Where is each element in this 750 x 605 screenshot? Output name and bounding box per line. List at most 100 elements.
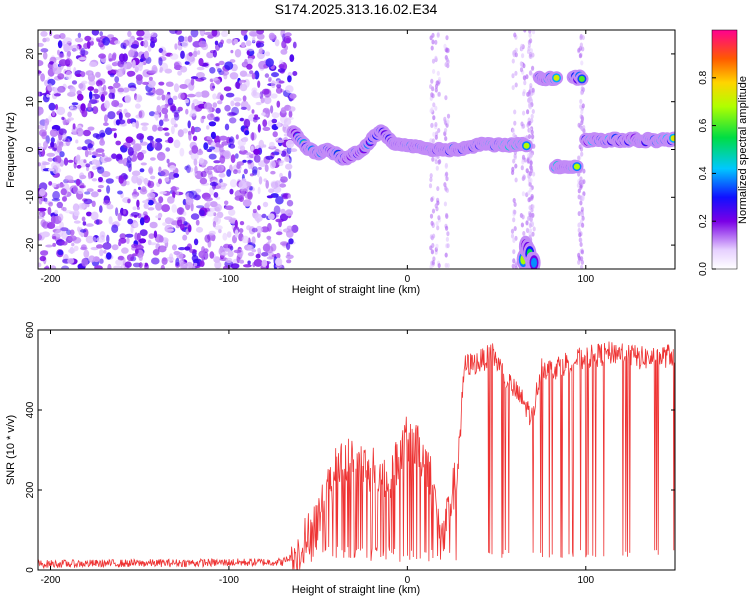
noise-blob xyxy=(136,133,145,140)
noise-blob xyxy=(108,92,115,99)
noise-blob xyxy=(38,162,41,167)
streak-blob xyxy=(580,120,584,126)
noise-blob xyxy=(269,160,276,169)
noise-blob xyxy=(127,218,134,225)
y-tick-label: 600 xyxy=(25,321,36,338)
streak-blob xyxy=(580,256,584,262)
noise-blob xyxy=(223,150,231,160)
streak-blob xyxy=(514,70,518,76)
noise-blob xyxy=(164,132,170,137)
noise-blob xyxy=(86,211,92,217)
noise-blob xyxy=(99,249,104,257)
streak-blob xyxy=(528,181,532,187)
noise-blob xyxy=(206,200,211,205)
noise-blob xyxy=(38,207,47,212)
noise-blob xyxy=(95,80,103,87)
noise-blob xyxy=(195,188,202,193)
noise-blob xyxy=(199,177,208,185)
noise-blob xyxy=(44,122,48,131)
noise-blob xyxy=(78,83,84,89)
noise-blob xyxy=(87,102,92,111)
noise-blob xyxy=(135,120,140,129)
noise-blob xyxy=(267,213,275,220)
streak-blob xyxy=(580,151,584,157)
noise-blob xyxy=(147,192,156,199)
noise-blob xyxy=(214,135,221,144)
streak-blob xyxy=(512,258,516,264)
streak-blob xyxy=(436,70,440,76)
noise-blob xyxy=(254,70,260,80)
streak-blob xyxy=(512,249,516,255)
streak-blob xyxy=(511,73,515,79)
noise-blob xyxy=(77,32,82,38)
noise-blob xyxy=(38,42,44,47)
noise-blob xyxy=(239,259,245,264)
noise-blob xyxy=(196,128,201,132)
noise-blob xyxy=(95,148,105,153)
noise-blob xyxy=(83,159,87,164)
noise-blob xyxy=(180,50,185,59)
noise-blob xyxy=(134,232,139,241)
noise-blob xyxy=(108,58,114,62)
noise-blob xyxy=(117,212,122,222)
noise-blob xyxy=(224,123,230,131)
noise-blob xyxy=(160,264,165,269)
streak-blob xyxy=(511,50,516,56)
noise-blob xyxy=(128,49,135,58)
noise-blob xyxy=(169,53,179,60)
streak-blob xyxy=(577,155,581,161)
noise-blob xyxy=(158,235,164,243)
noise-blob xyxy=(219,155,226,164)
streak-blob xyxy=(446,231,450,237)
noise-blob xyxy=(104,157,112,162)
noise-blob xyxy=(224,61,234,70)
noise-blob xyxy=(258,48,264,55)
noise-blob xyxy=(80,184,86,189)
noise-blob xyxy=(138,186,141,190)
streak-blob xyxy=(431,58,436,64)
noise-blob xyxy=(91,178,98,182)
noise-blob xyxy=(54,209,59,215)
noise-blob xyxy=(61,116,65,120)
noise-blob xyxy=(114,76,120,83)
streak-blob xyxy=(529,160,533,166)
noise-blob xyxy=(154,111,160,115)
noise-blob xyxy=(40,219,47,228)
streak-blob xyxy=(529,217,533,223)
noise-blob xyxy=(179,84,188,89)
noise-blob xyxy=(268,188,275,193)
noise-blob xyxy=(60,188,67,196)
noise-blob xyxy=(193,238,199,246)
y-tick-label: -20 xyxy=(25,237,36,252)
streak-blob xyxy=(445,176,449,182)
streak-blob xyxy=(582,128,586,134)
noise-blob xyxy=(285,163,293,170)
streak-blob xyxy=(432,131,436,137)
noise-blob xyxy=(194,165,198,174)
noise-blob xyxy=(131,170,141,177)
noise-blob xyxy=(72,123,76,130)
streak-blob xyxy=(430,45,434,51)
streak-blob xyxy=(445,35,449,41)
noise-blob xyxy=(157,245,167,253)
noise-blob xyxy=(58,59,68,67)
noise-blob xyxy=(286,252,291,257)
streak-blob xyxy=(510,170,515,176)
streak-blob xyxy=(436,225,440,231)
noise-blob xyxy=(89,91,93,100)
noise-blob xyxy=(251,227,258,233)
streak-blob xyxy=(437,91,441,97)
noise-blob xyxy=(122,209,126,215)
noise-blob xyxy=(38,70,42,74)
noise-blob xyxy=(119,233,127,240)
noise-blob xyxy=(169,253,174,261)
streak-blob xyxy=(511,85,515,91)
noise-blob xyxy=(39,255,46,262)
noise-blob xyxy=(228,143,231,148)
noise-blob xyxy=(190,202,194,212)
noise-blob xyxy=(104,100,110,109)
noise-blob xyxy=(230,154,236,164)
noise-blob xyxy=(69,185,78,194)
streak-blob xyxy=(582,179,586,185)
streak-blob xyxy=(514,177,518,183)
